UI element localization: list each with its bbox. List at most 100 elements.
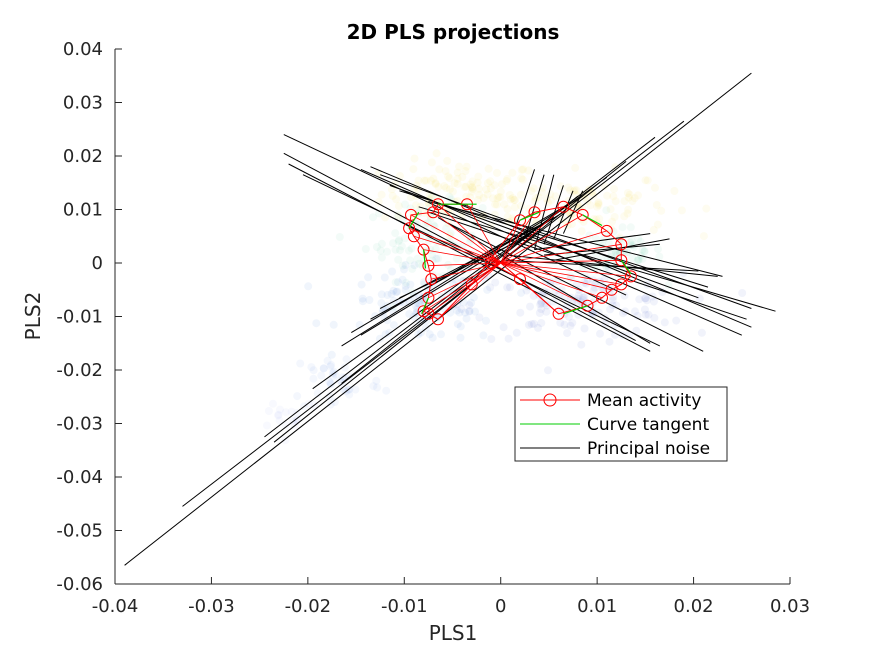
cloud-point — [398, 275, 407, 284]
cloud-point — [358, 297, 367, 306]
y-tick-label: 0 — [92, 253, 103, 274]
cloud-point — [489, 194, 497, 203]
cloud-point — [652, 201, 661, 209]
cloud-point — [309, 366, 318, 375]
cloud-point — [641, 310, 650, 319]
cloud-point — [516, 190, 525, 199]
cloud-point — [494, 193, 503, 202]
cloud-point — [428, 250, 436, 259]
cloud-point — [394, 202, 403, 211]
cloud-point — [331, 370, 340, 379]
cloud-point — [418, 261, 427, 270]
cloud-point — [345, 372, 354, 381]
cloud-point — [577, 340, 586, 349]
curve-tangent-line — [421, 297, 429, 315]
cloud-point — [431, 179, 440, 188]
cloud-point — [405, 310, 414, 319]
cloud-point — [653, 220, 662, 229]
cloud-point — [402, 278, 410, 287]
cloud-point — [697, 328, 706, 337]
mean-activity-point — [407, 230, 420, 243]
cloud-point — [319, 364, 328, 373]
cloud-point — [456, 322, 465, 331]
y-ticks: 0.04 0.03 0.02 0.01 0 -0.01 -0.02 -0.03 -0.04 -0.… — [56, 39, 122, 595]
cloud-point — [536, 300, 545, 309]
cloud-point — [473, 178, 482, 187]
cloud-point — [524, 166, 533, 175]
mean-activity-spoke — [500, 262, 521, 280]
cloud-point — [524, 320, 533, 329]
cloud-point — [429, 174, 438, 183]
plot-area — [124, 72, 776, 566]
cloud-point — [475, 313, 484, 322]
cloud-point — [530, 319, 538, 328]
cloud-point — [462, 314, 471, 323]
curve-tangent-line — [620, 259, 632, 275]
cloud-point — [574, 291, 583, 300]
curve-tangent-lines — [408, 203, 632, 315]
chart-title: 2D PLS projections — [347, 20, 560, 44]
y-tick-label: 0.01 — [63, 200, 103, 221]
mean-activity-spoke — [437, 262, 501, 320]
cloud-point — [469, 293, 478, 302]
cloud-point — [580, 293, 589, 302]
cloud-point — [326, 362, 335, 371]
cloud-point — [491, 278, 500, 287]
cloud-point — [263, 421, 271, 430]
cloud-point — [638, 245, 647, 254]
mean-activity-point — [600, 224, 613, 237]
cloud-point — [626, 238, 634, 247]
cloud-point — [274, 411, 283, 420]
cloud-point — [677, 206, 686, 215]
cloud-point — [435, 165, 444, 174]
cloud-point — [401, 200, 409, 209]
cloud-point — [406, 256, 415, 265]
cloud-point — [458, 173, 467, 181]
mean-activity-point — [422, 259, 435, 272]
cloud-point — [396, 246, 404, 255]
cloud-point — [380, 273, 389, 282]
cloud-point — [518, 175, 527, 184]
principal-noise-line — [534, 174, 555, 250]
cloud-point — [381, 330, 390, 339]
mean-activity-spoke — [500, 262, 603, 299]
cloud-point — [394, 255, 403, 264]
cloud-point — [565, 312, 573, 321]
cloud-point — [269, 399, 277, 408]
x-tick-label: 0.03 — [770, 596, 810, 617]
cloud-point — [624, 193, 633, 202]
cloud-point — [340, 363, 349, 372]
cloud-point — [319, 364, 328, 373]
principal-noise-line — [370, 166, 752, 328]
cloud-point — [604, 239, 613, 248]
cloud-point — [508, 194, 517, 203]
cloud-point — [503, 205, 512, 214]
principal-noise-line — [341, 195, 583, 347]
mean-activity-point — [615, 254, 628, 267]
mean-activity-spoke — [410, 214, 501, 264]
cloud-point — [443, 156, 452, 165]
cloud-point — [595, 214, 604, 223]
cloud-point — [446, 265, 455, 274]
cloud-point — [605, 337, 614, 346]
mean-activity-spoke — [500, 262, 631, 277]
cloud-point — [479, 331, 488, 340]
cloud-point — [448, 187, 457, 196]
x-axis-label: PLS1 — [429, 621, 478, 645]
mean-activity-spoke — [500, 220, 521, 264]
cloud-point — [618, 223, 627, 232]
cloud-point — [427, 158, 436, 167]
cloud-point — [566, 272, 575, 281]
cloud-point — [391, 278, 400, 287]
cloud-point — [445, 174, 454, 183]
cloud-point — [317, 371, 326, 380]
cloud-point — [376, 246, 385, 255]
cloud-point — [281, 436, 290, 445]
cloud-point — [517, 174, 526, 183]
principal-noise-line — [505, 254, 718, 277]
cloud-point — [440, 182, 449, 191]
cloud-point — [588, 188, 597, 197]
cloud-point — [640, 247, 649, 256]
cloud-point — [505, 191, 514, 199]
y-tick-label: -0.01 — [56, 307, 103, 328]
